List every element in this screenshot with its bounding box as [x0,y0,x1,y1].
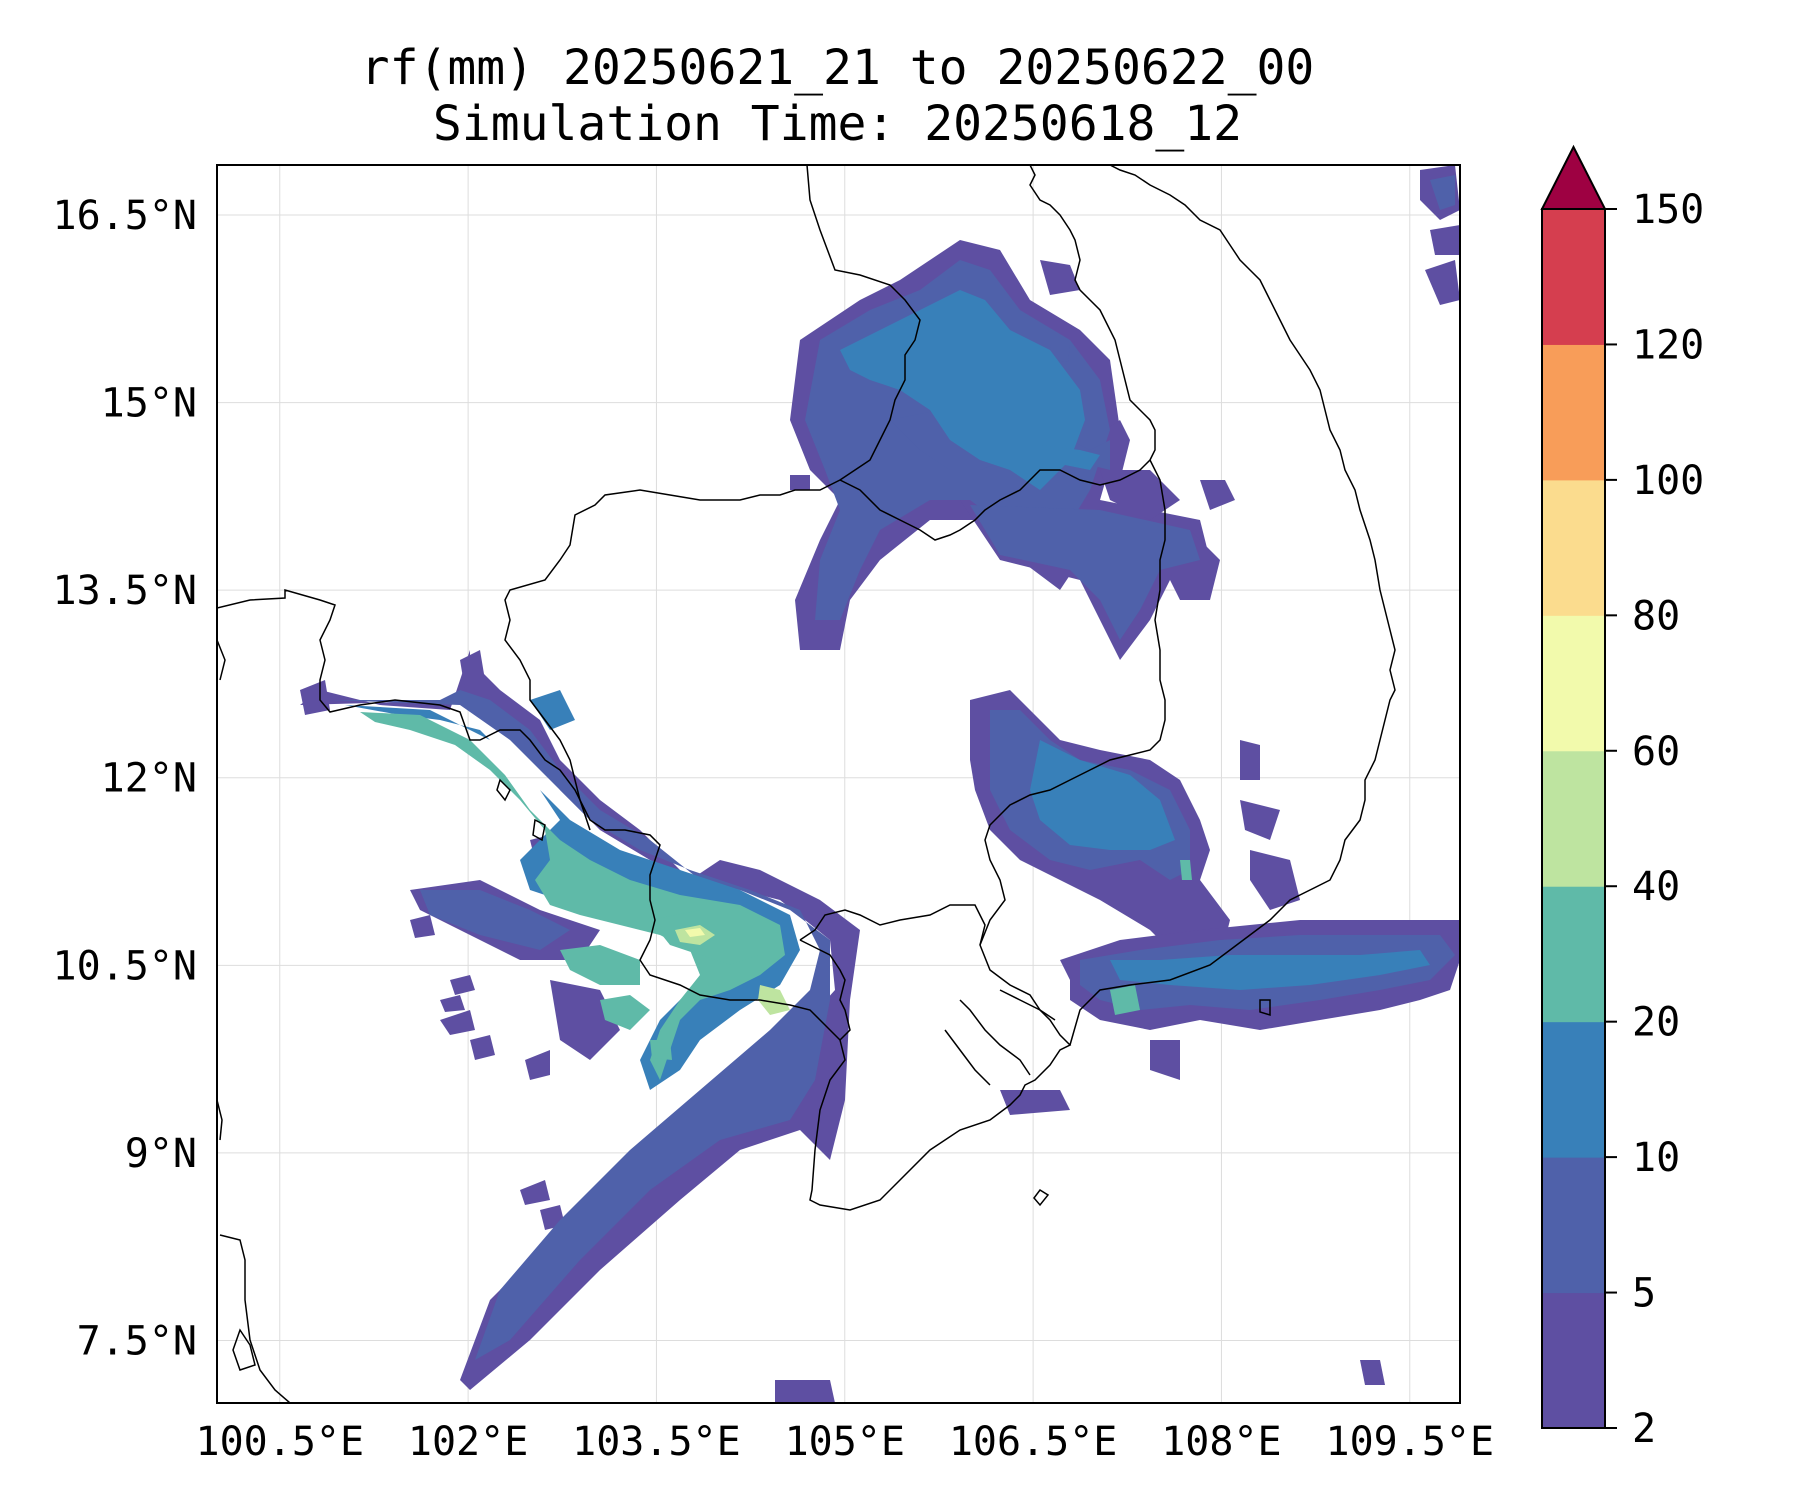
latitude-tick-labels: 7.5°N 9°N 10.5°N 12°N 13.5°N 15°N 16.5°N [53,193,198,1364]
rainfall-band-60-80 [685,928,705,937]
longitude-tick-labels: 100.5°E 102°E 103.5°E 105°E 106.5°E 108°E 109.… [195,1419,1494,1465]
colorbar-tick-label: 2 [1632,1406,1656,1452]
colorbar-band [1542,750,1605,887]
lat-tick-label: 13.5°N [53,568,198,614]
lat-tick-label: 16.5°N [53,193,198,239]
lon-tick-label: 109.5°E [1325,1419,1494,1465]
lat-tick-label: 10.5°N [53,943,198,989]
chart-title: rf(mm) 20250621_21 to 20250622_00 [360,40,1315,96]
lon-tick-label: 103.5°E [572,1419,741,1465]
lat-tick-label: 7.5°N [77,1318,197,1364]
colorbar-band [1542,1021,1605,1158]
lon-tick-label: 105°E [785,1419,905,1465]
colorbar-tick-label: 5 [1632,1271,1656,1317]
colorbar-band [1542,344,1605,481]
chart-subtitle: Simulation Time: 20250618_12 [432,96,1243,152]
colorbar-band [1542,479,1605,616]
colorbar-band [1542,1157,1605,1294]
colorbar-tick-label: 60 [1632,729,1680,775]
colorbar-band [1542,209,1605,345]
lat-tick-label: 15°N [101,381,197,427]
colorbar: 2 5 10 20 40 60 80 100 120 150 [1540,144,1704,1452]
colorbar-tick-label: 10 [1632,1135,1680,1181]
colorbar-extend-arrow [1540,144,1607,210]
colorbar-tick-label: 150 [1632,187,1704,233]
colorbar-band [1542,1292,1605,1429]
map-frame [216,164,1461,1404]
colorbar-frame [1541,208,1606,1429]
lon-tick-label: 102°E [408,1419,528,1465]
colorbar-tick-label: 80 [1632,593,1680,639]
colorbar-tick-label: 40 [1632,864,1680,910]
rainfall-contours [300,165,1460,1403]
lat-tick-label: 9°N [125,1131,197,1177]
colorbar-band [1542,886,1605,1023]
colorbar-tick-label: 20 [1632,1000,1680,1046]
colorbar-tick-label: 100 [1632,458,1704,504]
coastlines-and-borders [217,165,1396,1403]
lon-tick-label: 106.5°E [949,1419,1118,1465]
lon-tick-label: 108°E [1161,1419,1281,1465]
colorbar-band [1542,615,1605,752]
lon-tick-label: 100.5°E [195,1419,364,1465]
colorbar-tick-label: 120 [1632,322,1704,368]
lat-tick-label: 12°N [101,756,197,802]
